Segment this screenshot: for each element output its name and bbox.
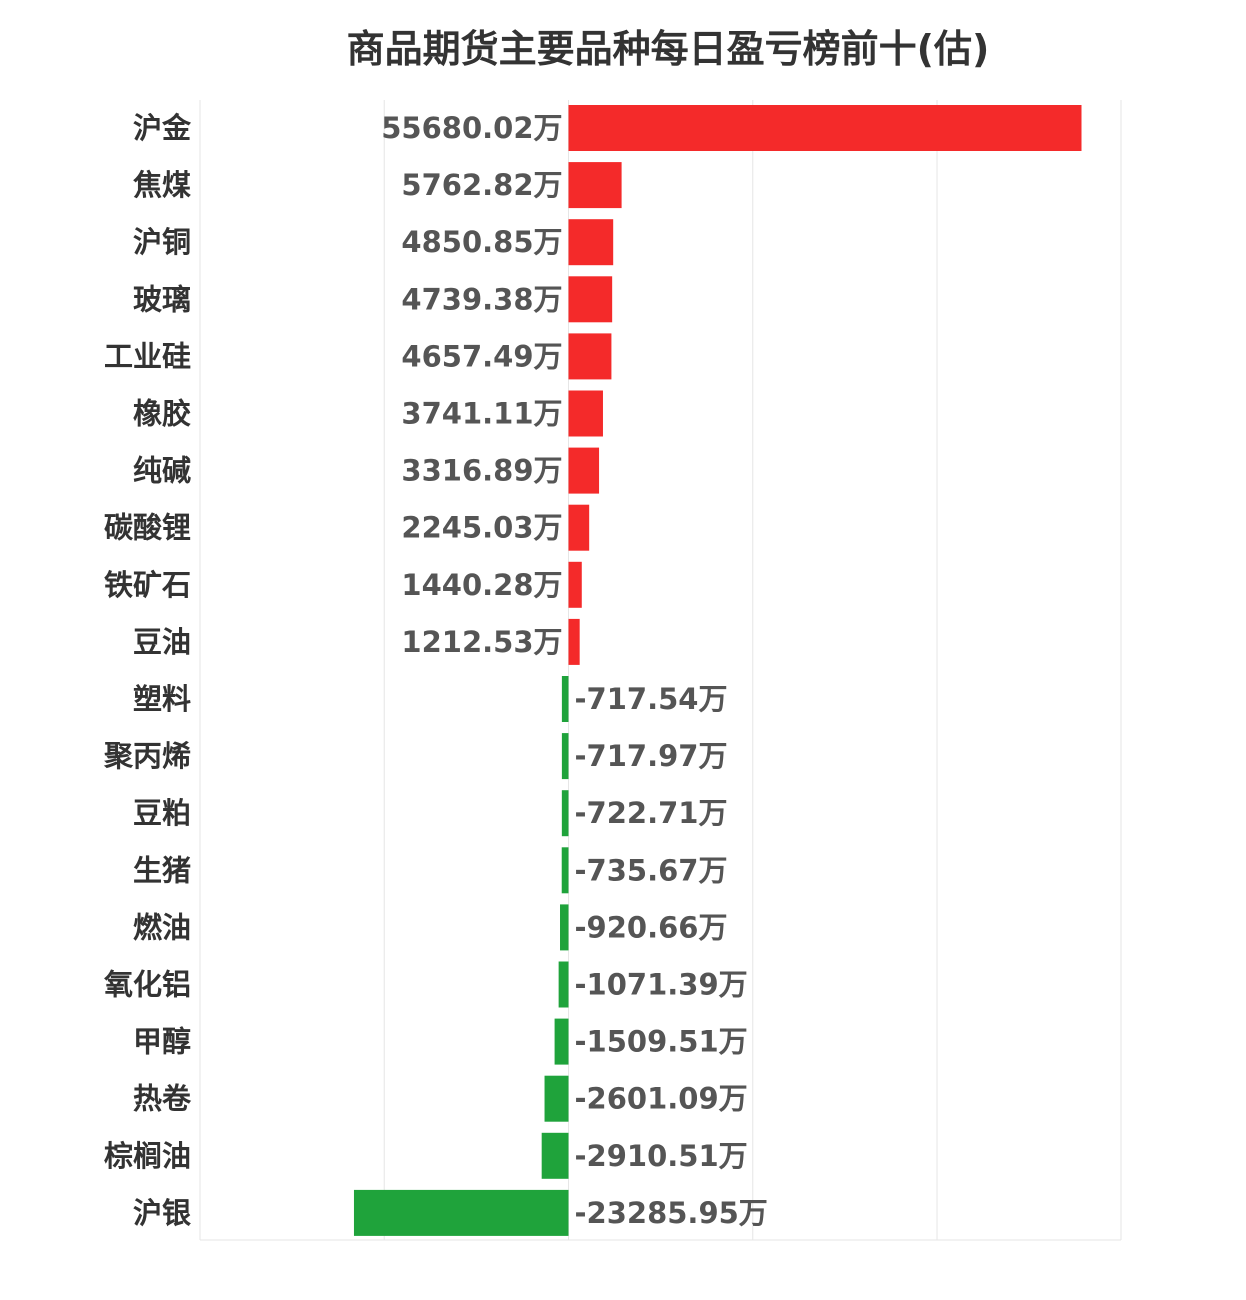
value-label: -920.66万 xyxy=(575,910,728,944)
category-label: 焦煤 xyxy=(133,168,191,202)
category-label: 燃油 xyxy=(133,910,191,944)
value-label: 1212.53万 xyxy=(401,625,562,659)
bar-profit xyxy=(568,162,622,209)
category-label: 豆粕 xyxy=(133,796,191,830)
value-label: -2910.51万 xyxy=(575,1139,748,1173)
bar-loss xyxy=(353,1189,569,1236)
value-label: -717.54万 xyxy=(575,682,728,716)
value-label: -1071.39万 xyxy=(575,968,748,1002)
bar-loss xyxy=(554,1018,569,1065)
category-label: 热卷 xyxy=(133,1082,192,1116)
value-label: 4657.49万 xyxy=(401,339,562,373)
category-label: 沪铜 xyxy=(133,225,191,259)
bar-loss xyxy=(561,847,569,894)
bar-profit xyxy=(568,447,600,494)
grid-layer xyxy=(199,100,1122,1241)
value-label: -2601.09万 xyxy=(575,1082,748,1116)
category-label: 沪金 xyxy=(133,111,192,145)
category-label: 玻璃 xyxy=(133,282,191,316)
value-label: -735.67万 xyxy=(575,853,728,887)
bar-loss xyxy=(561,676,569,722)
category-label: 氧化铝 xyxy=(103,968,191,1002)
bar-profit xyxy=(568,219,614,266)
value-label: 4739.38万 xyxy=(401,282,562,316)
bar-loss xyxy=(541,1132,569,1179)
bar-profit xyxy=(568,618,580,665)
category-label: 棕榈油 xyxy=(104,1139,191,1173)
category-label: 沪银 xyxy=(133,1196,191,1230)
value-label: 55680.02万 xyxy=(381,111,562,145)
bar-loss xyxy=(561,790,569,837)
value-label: 3316.89万 xyxy=(401,454,562,488)
bar-profit xyxy=(568,561,582,608)
category-label: 豆油 xyxy=(133,625,191,659)
bar-layer xyxy=(353,105,1082,1236)
value-label: 4850.85万 xyxy=(401,225,562,259)
bar-loss xyxy=(560,904,569,951)
value-label: 2245.03万 xyxy=(401,511,562,545)
category-label: 塑料 xyxy=(133,682,191,716)
value-label: -1509.51万 xyxy=(575,1025,748,1059)
bar-loss xyxy=(558,961,569,1008)
value-label: -722.71万 xyxy=(575,796,728,830)
chart-title: 商品期货主要品种每日盈亏榜前十(估) xyxy=(346,27,990,71)
category-label: 碳酸锂 xyxy=(104,511,191,545)
bar-loss xyxy=(544,1075,569,1122)
value-label: 1440.28万 xyxy=(401,568,562,602)
category-label: 橡胶 xyxy=(133,397,191,431)
category-label: 甲醇 xyxy=(133,1025,191,1059)
bar-profit xyxy=(568,276,613,323)
value-label: 5762.82万 xyxy=(401,168,562,202)
value-label: 3741.11万 xyxy=(401,397,562,431)
category-label: 纯碱 xyxy=(133,454,191,488)
value-label: -23285.95万 xyxy=(575,1196,768,1230)
bar-profit xyxy=(568,504,590,551)
bar-profit xyxy=(568,105,1082,151)
category-label: 生猪 xyxy=(133,853,191,887)
bar-profit xyxy=(568,390,603,437)
category-label: 工业硅 xyxy=(104,339,191,373)
category-label: 铁矿石 xyxy=(104,568,191,602)
bar-loss xyxy=(561,733,569,780)
value-label: -717.97万 xyxy=(575,739,728,773)
category-label: 聚丙烯 xyxy=(103,739,191,773)
bar-profit xyxy=(568,333,612,380)
